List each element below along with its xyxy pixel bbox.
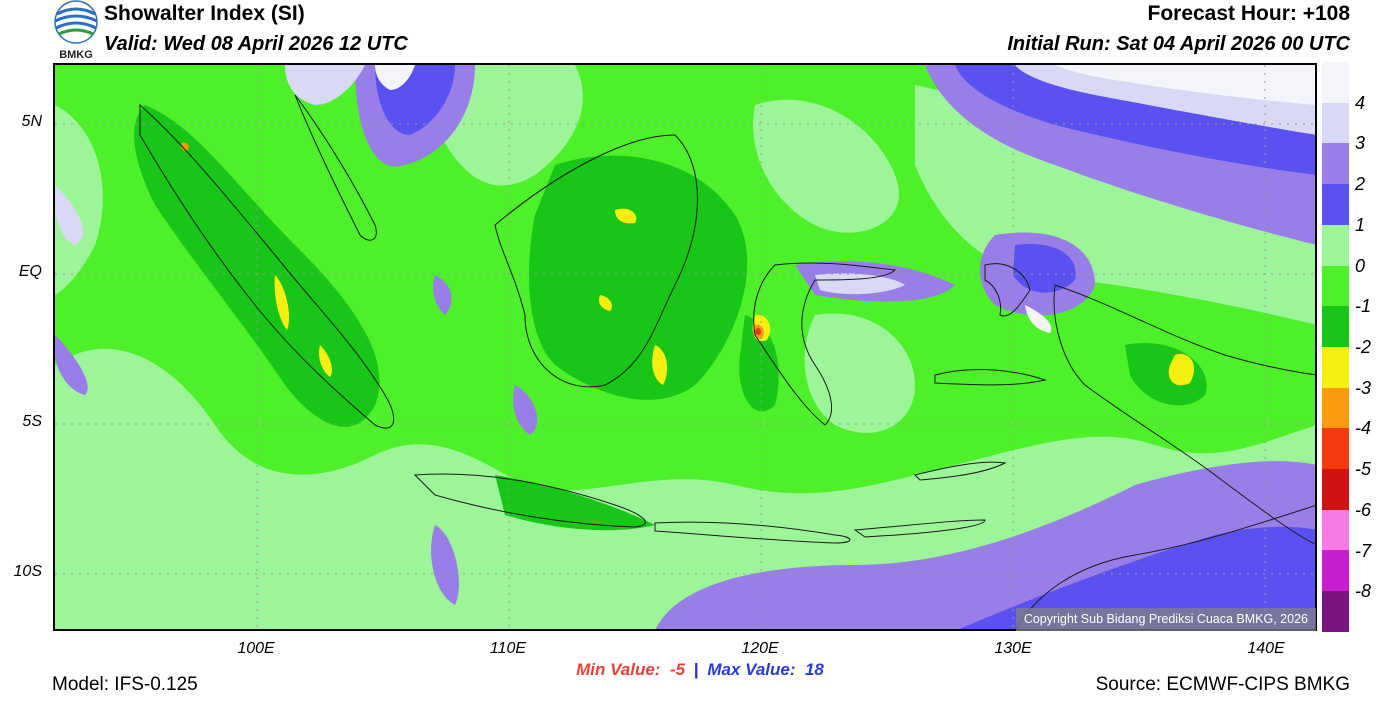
legend-swatch bbox=[1322, 550, 1349, 592]
legend-swatch bbox=[1322, 265, 1349, 307]
legend-swatch bbox=[1322, 224, 1349, 266]
legend-label: -8 bbox=[1355, 581, 1372, 602]
legend-swatch bbox=[1322, 428, 1349, 470]
page-title: Showalter Index (SI) bbox=[104, 2, 305, 25]
legend-label: -6 bbox=[1355, 499, 1372, 520]
legend-label: 4 bbox=[1355, 92, 1366, 113]
min-max-readout: Min Value: -5 | Max Value: 18 bbox=[0, 660, 1400, 680]
lat-label-10s: 10S bbox=[13, 563, 42, 580]
model-label: Model: IFS-0.125 bbox=[52, 674, 198, 695]
legend-swatch bbox=[1322, 346, 1349, 388]
legend-label: -1 bbox=[1355, 296, 1372, 317]
lon-label-140e: 140E bbox=[1247, 640, 1285, 657]
legend-swatch bbox=[1322, 143, 1349, 185]
source-label: Source: ECMWF-CIPS BMKG bbox=[1095, 674, 1350, 695]
max-value: 18 bbox=[804, 660, 824, 679]
legend-label: 0 bbox=[1355, 255, 1366, 276]
lat-label-5s: 5S bbox=[22, 413, 42, 430]
legend-label: 2 bbox=[1355, 174, 1366, 195]
lon-label-100e: 100E bbox=[237, 640, 275, 657]
bmkg-logo: BMKG bbox=[50, 0, 102, 62]
legend-swatch bbox=[1322, 387, 1349, 429]
copyright-notice: Copyright Sub Bidang Prediksi Cuaca BMKG… bbox=[1015, 608, 1316, 631]
legend-label: -7 bbox=[1355, 540, 1372, 561]
logo-text: BMKG bbox=[59, 49, 93, 61]
legend-label: -2 bbox=[1355, 337, 1372, 357]
lon-label-130e: 130E bbox=[994, 640, 1032, 657]
legend-label: 1 bbox=[1355, 214, 1366, 235]
lon-label-110e: 110E bbox=[489, 640, 527, 657]
forecast-hour: Forecast Hour: +108 bbox=[1147, 2, 1351, 25]
legend-label: 3 bbox=[1355, 133, 1366, 154]
legend-label: -3 bbox=[1355, 377, 1372, 398]
legend-label: -4 bbox=[1355, 418, 1372, 439]
legend-swatch bbox=[1322, 184, 1349, 225]
legend-swatch bbox=[1322, 306, 1349, 347]
lat-label-5n: 5N bbox=[21, 113, 42, 130]
legend-swatch bbox=[1322, 591, 1349, 632]
stats-separator: | bbox=[693, 660, 699, 679]
min-label: Min Value: bbox=[576, 660, 661, 679]
legend-swatch bbox=[1322, 469, 1349, 510]
map-panel bbox=[53, 63, 1317, 631]
initial-run: Initial Run: Sat 04 April 2026 00 UTC bbox=[1007, 33, 1350, 55]
lon-label-120e: 120E bbox=[741, 640, 779, 657]
legend-label: -5 bbox=[1355, 459, 1372, 480]
color-legend bbox=[1322, 62, 1349, 632]
max-label: Max Value: bbox=[707, 660, 796, 679]
lat-label-eq: EQ bbox=[18, 263, 42, 280]
min-value: -5 bbox=[669, 660, 686, 679]
valid-time: Valid: Wed 08 April 2026 12 UTC bbox=[104, 33, 408, 55]
legend-swatch bbox=[1322, 509, 1349, 551]
legend-swatch bbox=[1322, 62, 1349, 103]
legend-swatch bbox=[1322, 102, 1349, 144]
